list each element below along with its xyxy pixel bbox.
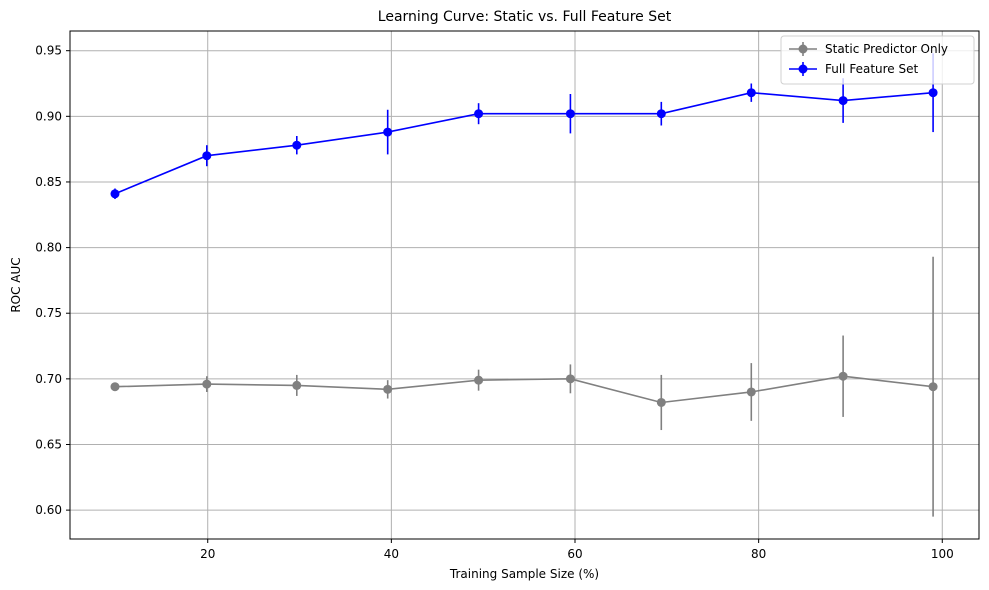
series-layer	[110, 53, 938, 517]
data-point	[838, 96, 848, 106]
data-point	[746, 387, 756, 397]
x-tick-label: 100	[931, 547, 954, 561]
series-1	[110, 256, 938, 517]
legend-item: Full Feature Set	[789, 62, 918, 76]
ticks: 20 40 60 80 100 0.60 0.65 0.70 0.75 0.80 0.85 0.90 0…	[35, 44, 953, 561]
x-tick-label: 60	[567, 547, 582, 561]
y-tick-label: 0.85	[35, 175, 62, 189]
legend-marker	[798, 44, 808, 54]
y-axis-label: ROC AUC	[9, 257, 23, 312]
data-point	[656, 397, 666, 407]
data-point	[110, 189, 120, 199]
data-point	[383, 384, 393, 394]
data-point	[928, 382, 938, 392]
x-tick-label: 20	[200, 547, 215, 561]
data-point	[202, 379, 212, 389]
data-point	[202, 151, 212, 161]
series-line	[114, 91, 934, 195]
y-tick-label: 0.80	[35, 241, 62, 255]
data-point	[383, 127, 393, 137]
chart-title: Learning Curve: Static vs. Full Feature …	[378, 9, 672, 25]
data-point	[656, 109, 666, 119]
x-axis-label: Training Sample Size (%)	[449, 567, 599, 581]
data-point	[928, 88, 938, 98]
plot-area	[70, 31, 979, 539]
data-point	[110, 382, 120, 392]
legend-item: Static Predictor Only	[789, 42, 948, 56]
series-2	[110, 53, 938, 200]
legend-label: Full Feature Set	[825, 62, 918, 76]
y-tick-label: 0.70	[35, 372, 62, 386]
y-tick-label: 0.60	[35, 503, 62, 517]
data-point	[565, 374, 575, 384]
data-point	[474, 375, 484, 385]
y-tick-label: 0.95	[35, 44, 62, 58]
legend-box	[780, 35, 975, 85]
data-point	[565, 109, 575, 119]
legend: Static Predictor Only Full Feature Set	[780, 35, 975, 85]
legend-marker	[798, 64, 808, 74]
legend-label: Static Predictor Only	[825, 42, 948, 56]
y-tick-label: 0.65	[35, 437, 62, 451]
y-tick-label: 0.90	[35, 109, 62, 123]
y-tick-label: 0.75	[35, 306, 62, 320]
x-tick-label: 80	[751, 547, 766, 561]
data-point	[292, 380, 302, 390]
plot-frame	[69, 30, 980, 540]
data-point	[292, 140, 302, 150]
series-line	[114, 375, 934, 404]
data-point	[474, 109, 484, 119]
data-point	[838, 371, 848, 381]
data-point	[746, 88, 756, 98]
x-tick-label: 40	[384, 547, 399, 561]
